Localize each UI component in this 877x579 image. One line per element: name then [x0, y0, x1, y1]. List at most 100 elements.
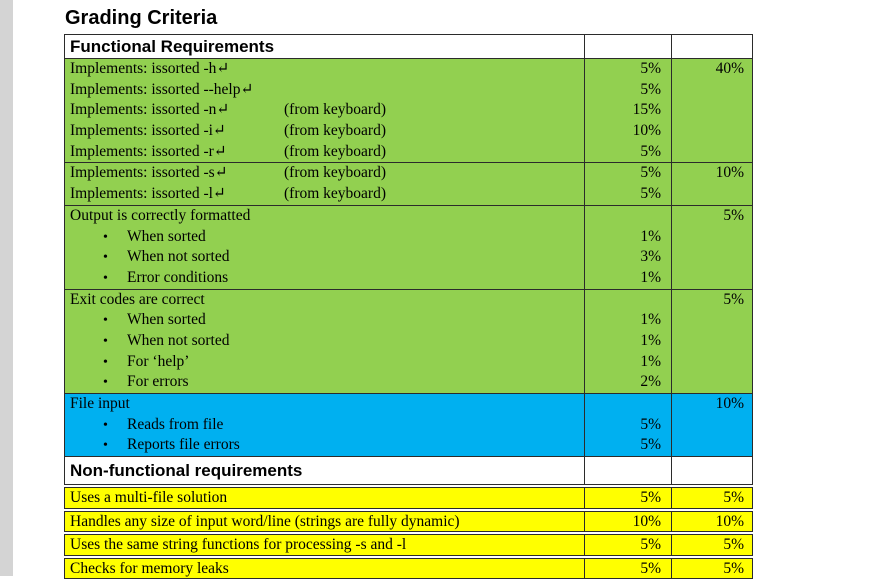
- criteria-text: Implements: issorted -s↵: [70, 164, 228, 182]
- criteria-label: Checks for memory leaks: [65, 559, 584, 579]
- item-percent: 5%: [584, 141, 671, 163]
- criteria-text: Uses the same string functions for proce…: [70, 536, 407, 554]
- item-percent: 5%: [584, 184, 671, 205]
- item-percent: 1%: [584, 226, 671, 248]
- criteria-text: Error conditions: [127, 268, 229, 286]
- criteria-label: Implements: issorted -s↵ (from keyboard): [65, 163, 584, 184]
- item-percent: 5%: [584, 414, 671, 436]
- item-percent: 1%: [584, 310, 671, 331]
- criteria-group: Implements: issorted -h↵ 5% Implements: is…: [64, 58, 753, 164]
- document-page: Grading Criteria Functional Requirements…: [64, 0, 753, 579]
- empty-percent-cell: [584, 457, 671, 485]
- criteria-label: File input: [65, 394, 584, 415]
- criteria-group: File input • Reads from file 5% • Reports fil…: [64, 393, 753, 458]
- criteria-text: Implements: issorted --help↵: [70, 80, 254, 98]
- criteria-label: • Reads from file: [65, 415, 584, 436]
- criteria-text: Implements: issorted -i↵: [70, 122, 226, 140]
- item-percent: 5%: [584, 535, 671, 555]
- criteria-text: Reports file errors: [127, 436, 240, 454]
- criteria-label: • When sorted: [65, 310, 584, 331]
- criteria-text: Implements: issorted -l↵: [70, 185, 226, 203]
- category-percent: 5%: [671, 289, 752, 393]
- item-percent: 5%: [584, 488, 671, 508]
- item-percent: 1%: [584, 351, 671, 373]
- criteria-text: Checks for memory leaks: [70, 559, 229, 577]
- bullet-icon: •: [103, 229, 108, 245]
- category-percent: 10%: [671, 511, 752, 532]
- criteria-label: Implements: issorted -h↵: [65, 59, 584, 80]
- criteria-label: • When sorted: [65, 227, 584, 248]
- criteria-text: Implements: issorted -r↵: [70, 142, 227, 160]
- criteria-note: (from keyboard): [284, 122, 386, 140]
- criteria-text: Exit codes are correct: [70, 290, 205, 308]
- bullet-icon: •: [103, 270, 108, 286]
- criteria-label: • For errors: [65, 372, 584, 393]
- bullet-icon: •: [103, 250, 108, 266]
- category-percent: 10%: [671, 394, 752, 457]
- bullet-icon: •: [103, 354, 108, 370]
- bullet-icon: •: [103, 375, 108, 391]
- criteria-text: File input: [70, 395, 130, 412]
- category-percent: 5%: [671, 205, 752, 289]
- criteria-label: • Reports file errors: [65, 435, 584, 456]
- criteria-label: • When not sorted: [65, 331, 584, 352]
- criteria-note: (from keyboard): [284, 142, 386, 160]
- criteria-group: Output is correctly formatted • When sorte…: [64, 204, 753, 290]
- item-percent: 10%: [584, 121, 671, 142]
- criteria-row: Handles any size of input word/line (str…: [64, 510, 753, 533]
- item-percent: 5%: [584, 163, 671, 185]
- criteria-label: • When not sorted: [65, 247, 584, 268]
- item-percent: 3%: [584, 247, 671, 268]
- criteria-label: • For ‘help’: [65, 352, 584, 373]
- criteria-row: Uses the same string functions for proce…: [64, 534, 753, 556]
- criteria-label: Handles any size of input word/line (str…: [65, 512, 584, 532]
- criteria-text: For errors: [127, 373, 189, 391]
- criteria-text: When not sorted: [127, 331, 230, 349]
- item-percent: 2%: [584, 372, 671, 393]
- grading-criteria-table: Functional Requirements Implements: issor…: [64, 34, 753, 579]
- criteria-label: Output is correctly formatted: [65, 206, 584, 227]
- item-percent: 15%: [584, 100, 671, 122]
- bullet-icon: •: [103, 417, 108, 433]
- criteria-text: Implements: issorted -n↵: [70, 101, 230, 119]
- criteria-label: Exit codes are correct: [65, 290, 584, 311]
- item-percent: 5%: [584, 435, 671, 457]
- criteria-text: For ‘help’: [127, 352, 190, 370]
- bullet-icon: •: [103, 313, 108, 329]
- criteria-label: Uses a multi-file solution: [65, 488, 584, 508]
- page-left-gutter: [0, 0, 13, 576]
- category-percent: 5%: [671, 535, 752, 555]
- criteria-label: Implements: issorted -i↵ (from keyboard): [65, 121, 584, 142]
- criteria-text: When sorted: [127, 227, 206, 245]
- criteria-group: Implements: issorted -s↵ (from keyboard) 5…: [64, 162, 753, 206]
- table-section-header: Functional Requirements: [64, 34, 753, 59]
- criteria-label: Implements: issorted -r↵ (from keyboard): [65, 142, 584, 163]
- criteria-note: (from keyboard): [284, 164, 386, 182]
- table-section-header: Non-functional requirements: [64, 456, 753, 486]
- bullet-icon: •: [103, 438, 108, 454]
- section-header-label: Functional Requirements: [70, 37, 275, 56]
- criteria-text: Implements: issorted -h↵: [70, 60, 230, 77]
- bullet-icon: •: [103, 333, 108, 349]
- criteria-note: (from keyboard): [284, 185, 386, 203]
- criteria-text: Reads from file: [127, 415, 224, 433]
- category-percent: 40%: [671, 59, 752, 163]
- criteria-note: (from keyboard): [284, 101, 386, 119]
- category-percent: 5%: [671, 558, 752, 579]
- page-title: Grading Criteria: [65, 7, 218, 29]
- empty-total-cell: [671, 35, 752, 58]
- criteria-label: Implements: issorted -l↵ (from keyboard): [65, 184, 584, 205]
- section-header-label: Non-functional requirements: [70, 461, 303, 481]
- item-percent: [584, 289, 671, 311]
- criteria-text: When not sorted: [127, 248, 230, 266]
- criteria-label: Implements: issorted --help↵: [65, 80, 584, 101]
- criteria-label: Implements: issorted -n↵ (from keyboard): [65, 100, 584, 121]
- criteria-label: Uses the same string functions for proce…: [65, 535, 584, 555]
- item-percent: 5%: [584, 558, 671, 579]
- item-percent: 10%: [584, 511, 671, 532]
- empty-percent-cell: [584, 35, 671, 58]
- criteria-row: Uses a multi-file solution 5% 5%: [64, 487, 753, 509]
- criteria-group: Exit codes are correct • When sorted 1% • Whe…: [64, 288, 753, 394]
- category-percent: 10%: [671, 163, 752, 205]
- item-percent: 1%: [584, 330, 671, 352]
